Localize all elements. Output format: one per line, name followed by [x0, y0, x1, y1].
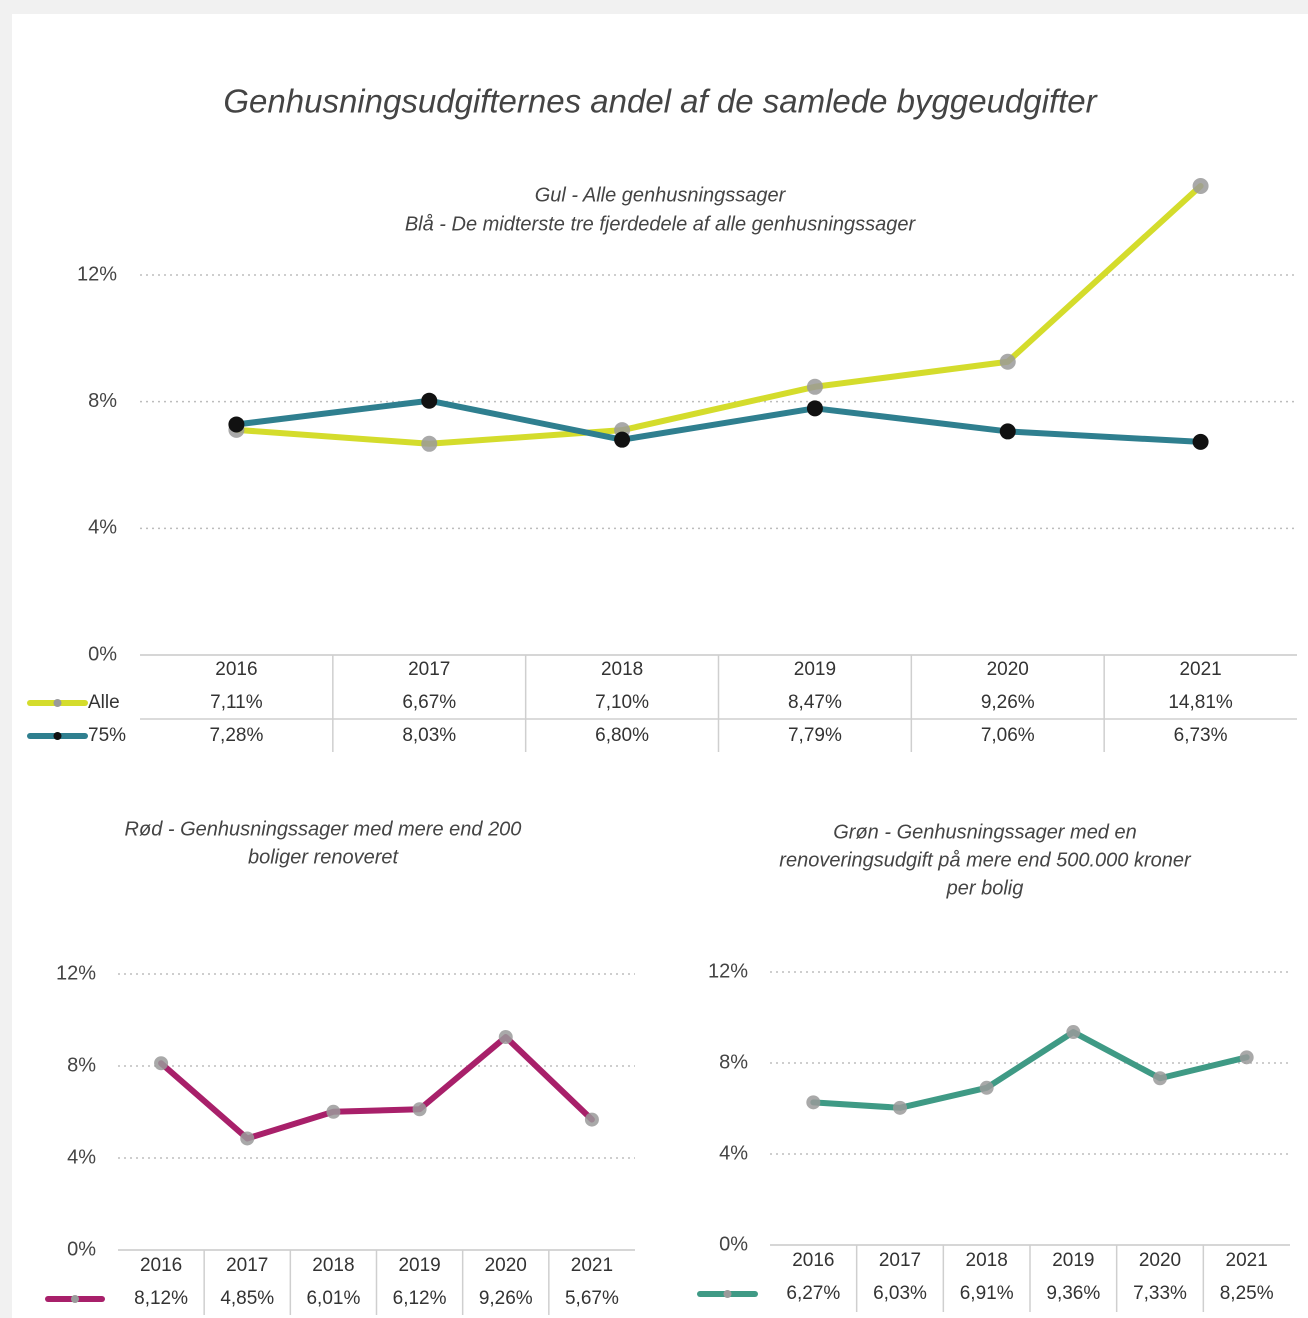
legend-label: 75%: [88, 725, 126, 746]
data-point: [1066, 1025, 1081, 1040]
y-tick-label: 12%: [708, 960, 748, 982]
value-label: 5,67%: [565, 1288, 619, 1309]
data-point: [1192, 433, 1209, 450]
y-tick-label: 4%: [67, 1146, 96, 1168]
x-tick-label: 2017: [879, 1250, 921, 1271]
data-point: [154, 1056, 169, 1071]
x-tick-label: 2021: [571, 1255, 613, 1276]
page-title: Genhusningsudgifternes andel af de samle…: [223, 83, 1098, 120]
value-label: 14,81%: [1168, 692, 1233, 713]
card: [12, 14, 1308, 1318]
value-label: 7,11%: [210, 692, 263, 713]
legend-marker: [723, 1290, 732, 1298]
data-point: [1239, 1050, 1254, 1065]
data-point: [412, 1102, 427, 1117]
series-line: [158, 1034, 595, 1142]
y-tick-label: 8%: [719, 1051, 748, 1073]
series-line: [233, 183, 1204, 447]
x-tick-label: 2017: [408, 659, 450, 680]
x-tick-label: 2019: [794, 659, 836, 680]
chart-subtitle: Rød - Genhusningssager med mere end 200: [125, 818, 522, 840]
data-point: [326, 1104, 341, 1119]
series-line: [233, 397, 1204, 445]
series-line: [810, 1029, 1250, 1111]
legend-marker: [53, 699, 62, 707]
x-tick-label: 2018: [312, 1255, 354, 1276]
value-label: 9,36%: [1046, 1283, 1100, 1304]
value-label: 9,26%: [479, 1288, 533, 1309]
x-tick-label: 2020: [987, 659, 1029, 680]
legend-label: Alle: [88, 692, 120, 713]
x-tick-label: 2018: [601, 659, 643, 680]
y-tick-label: 0%: [88, 643, 117, 665]
chart-subtitle: Gul - Alle genhusningssager: [535, 184, 787, 206]
x-tick-label: 2021: [1226, 1250, 1268, 1271]
y-tick-label: 12%: [77, 263, 117, 285]
y-tick-label: 4%: [88, 517, 117, 539]
data-point: [228, 416, 245, 433]
value-label: 7,79%: [788, 725, 842, 746]
value-label: 4,85%: [220, 1288, 274, 1309]
x-tick-label: 2020: [485, 1255, 527, 1276]
data-point: [421, 392, 438, 409]
data-point: [1153, 1071, 1167, 1086]
value-label: 6,12%: [393, 1288, 447, 1309]
y-tick-label: 8%: [88, 390, 117, 412]
value-label: 7,10%: [595, 692, 649, 713]
y-tick-label: 8%: [67, 1054, 96, 1076]
value-label: 6,01%: [306, 1288, 360, 1309]
y-tick-label: 0%: [719, 1233, 748, 1255]
data-point: [806, 378, 823, 395]
chart-subtitle: Blå - De midterste tre fjerdedele af all…: [405, 213, 917, 235]
x-tick-label: 2016: [215, 659, 257, 680]
data-point: [806, 1095, 821, 1110]
value-label: 6,91%: [960, 1283, 1014, 1304]
data-point: [421, 435, 438, 452]
legend-marker: [53, 732, 62, 740]
value-label: 6,67%: [402, 692, 456, 713]
chart-subtitle: Grøn - Genhusningssager med en: [833, 821, 1137, 843]
x-tick-label: 2019: [1052, 1250, 1094, 1271]
data-point: [806, 400, 823, 417]
data-point: [999, 353, 1016, 370]
y-tick-label: 12%: [56, 962, 96, 984]
x-tick-label: 2019: [398, 1255, 440, 1276]
data-point: [979, 1080, 994, 1095]
legend-marker: [71, 1295, 79, 1303]
value-label: 8,12%: [134, 1288, 188, 1309]
chart-subtitle: renoveringsudgift på mere end 500.000 kr…: [779, 849, 1192, 871]
x-tick-label: 2017: [226, 1255, 268, 1276]
value-label: 8,47%: [788, 692, 842, 713]
value-label: 6,80%: [595, 725, 649, 746]
data-point: [893, 1100, 907, 1115]
x-tick-label: 2020: [1139, 1250, 1181, 1271]
x-tick-label: 2016: [140, 1255, 182, 1276]
value-label: 7,28%: [209, 725, 263, 746]
value-label: 9,26%: [981, 692, 1035, 713]
y-tick-label: 4%: [719, 1142, 748, 1164]
data-point: [240, 1131, 255, 1146]
chart-subtitle: per bolig: [946, 877, 1024, 899]
value-label: 8,03%: [402, 725, 456, 746]
value-label: 7,33%: [1133, 1283, 1187, 1304]
x-tick-label: 2018: [966, 1250, 1008, 1271]
data-point: [614, 431, 631, 448]
x-tick-label: 2016: [792, 1250, 834, 1271]
data-point: [999, 423, 1016, 440]
value-label: 8,25%: [1220, 1283, 1274, 1304]
value-label: 7,06%: [981, 725, 1035, 746]
value-label: 6,27%: [786, 1283, 840, 1304]
data-point: [584, 1112, 599, 1127]
y-tick-label: 0%: [67, 1238, 96, 1260]
x-tick-label: 2021: [1179, 659, 1221, 680]
value-label: 6,03%: [873, 1283, 927, 1304]
data-point: [1192, 178, 1209, 195]
value-label: 6,73%: [1174, 725, 1228, 746]
data-point: [498, 1030, 513, 1045]
chart-subtitle: boliger renoveret: [248, 846, 400, 868]
